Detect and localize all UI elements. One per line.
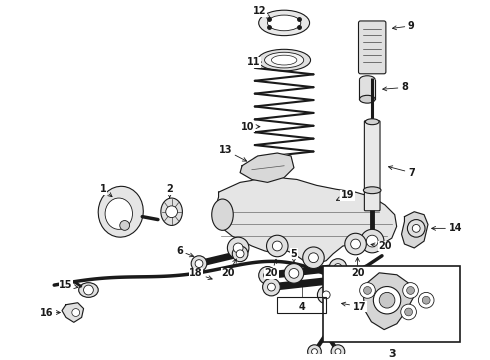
- Circle shape: [334, 264, 342, 271]
- Circle shape: [289, 269, 299, 278]
- Text: 20: 20: [221, 259, 236, 278]
- Text: 4: 4: [298, 302, 305, 312]
- Text: 3: 3: [388, 348, 395, 359]
- Ellipse shape: [366, 119, 379, 125]
- Text: 16: 16: [40, 307, 60, 318]
- Circle shape: [318, 286, 335, 304]
- Circle shape: [232, 246, 248, 262]
- Text: 13: 13: [219, 145, 246, 161]
- Bar: [323, 266, 460, 342]
- Circle shape: [331, 345, 345, 359]
- Ellipse shape: [265, 52, 304, 68]
- Circle shape: [361, 229, 384, 253]
- Circle shape: [284, 264, 304, 283]
- Circle shape: [329, 259, 347, 276]
- Bar: [277, 297, 326, 312]
- Circle shape: [407, 220, 425, 237]
- Ellipse shape: [360, 76, 375, 84]
- Circle shape: [367, 235, 378, 247]
- Circle shape: [308, 345, 321, 359]
- Circle shape: [303, 247, 324, 269]
- Text: 7: 7: [389, 166, 415, 177]
- Circle shape: [236, 250, 244, 258]
- Polygon shape: [401, 212, 428, 248]
- Text: 15: 15: [59, 280, 78, 290]
- Circle shape: [403, 283, 418, 298]
- Circle shape: [351, 239, 361, 249]
- Text: 17: 17: [342, 302, 366, 312]
- Text: 8: 8: [383, 82, 408, 93]
- Circle shape: [227, 237, 249, 259]
- Circle shape: [412, 225, 420, 232]
- Text: 1: 1: [100, 184, 112, 197]
- Circle shape: [267, 235, 288, 257]
- Text: 12: 12: [253, 6, 270, 18]
- Text: 10: 10: [241, 122, 260, 132]
- Ellipse shape: [79, 283, 98, 297]
- Circle shape: [334, 270, 352, 288]
- Ellipse shape: [105, 198, 132, 229]
- Text: 19: 19: [337, 190, 354, 201]
- Polygon shape: [360, 80, 375, 99]
- Circle shape: [373, 287, 401, 314]
- Polygon shape: [240, 153, 294, 183]
- Ellipse shape: [212, 199, 233, 230]
- Circle shape: [263, 278, 280, 296]
- Ellipse shape: [268, 15, 301, 31]
- Circle shape: [120, 221, 129, 230]
- Circle shape: [405, 308, 413, 316]
- Circle shape: [312, 349, 318, 355]
- Text: 20: 20: [371, 241, 392, 251]
- Circle shape: [195, 260, 203, 267]
- Ellipse shape: [364, 187, 381, 194]
- Circle shape: [345, 233, 367, 255]
- Polygon shape: [62, 303, 84, 322]
- Circle shape: [418, 292, 434, 308]
- Circle shape: [166, 206, 177, 217]
- Circle shape: [259, 266, 276, 284]
- Text: 20: 20: [265, 259, 278, 278]
- Text: 18: 18: [189, 269, 212, 280]
- Circle shape: [191, 256, 207, 271]
- Text: 20: 20: [351, 257, 364, 278]
- Circle shape: [401, 304, 416, 320]
- Text: 2: 2: [166, 184, 173, 198]
- Circle shape: [364, 287, 371, 294]
- Polygon shape: [364, 273, 414, 330]
- Circle shape: [335, 349, 341, 355]
- Ellipse shape: [258, 49, 311, 71]
- Ellipse shape: [259, 10, 310, 36]
- Ellipse shape: [271, 55, 297, 65]
- Circle shape: [339, 275, 347, 283]
- Circle shape: [233, 243, 243, 253]
- Text: 9: 9: [392, 21, 415, 31]
- Circle shape: [322, 291, 330, 299]
- Circle shape: [407, 287, 415, 294]
- Ellipse shape: [161, 198, 182, 225]
- Circle shape: [72, 309, 80, 316]
- Polygon shape: [216, 177, 396, 264]
- Text: 5: 5: [291, 249, 297, 262]
- FancyBboxPatch shape: [365, 121, 380, 211]
- Circle shape: [268, 283, 275, 291]
- Text: 14: 14: [432, 223, 462, 233]
- Circle shape: [379, 292, 395, 308]
- Circle shape: [84, 285, 94, 295]
- Ellipse shape: [98, 186, 143, 237]
- Circle shape: [272, 241, 282, 251]
- Ellipse shape: [360, 95, 375, 103]
- Text: 6: 6: [176, 246, 194, 257]
- Text: 11: 11: [247, 57, 261, 67]
- Circle shape: [264, 271, 271, 279]
- Circle shape: [360, 283, 375, 298]
- Circle shape: [309, 253, 318, 263]
- Circle shape: [422, 296, 430, 304]
- FancyBboxPatch shape: [359, 21, 386, 74]
